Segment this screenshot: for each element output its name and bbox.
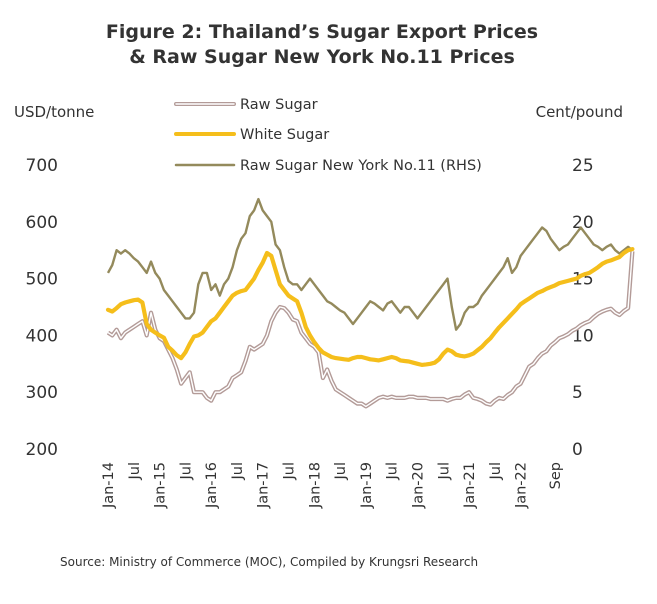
y-right-tick-label: 25 <box>572 156 594 176</box>
x-tick-label: Jan-21 <box>462 462 478 509</box>
legend: Raw Sugar White Sugar Raw Sugar New York… <box>174 97 482 174</box>
x-tick-label: Jan-14 <box>101 462 117 509</box>
y-left-ticks: 200 300 400 500 600 700 <box>26 156 58 460</box>
x-tick-label: Jul <box>333 462 349 481</box>
series-ny11-line <box>106 197 634 331</box>
y-right-tick-label: 10 <box>572 326 594 346</box>
y-left-tick-label: 600 <box>26 213 58 233</box>
x-tick-label: Jul <box>385 462 401 481</box>
series-layer <box>105 197 635 409</box>
series-white-sugar-line <box>105 247 635 367</box>
y-right-tick-label: 0 <box>572 440 583 460</box>
legend-item-raw-sugar: Raw Sugar <box>174 97 318 113</box>
x-tick-label: Jan-19 <box>359 462 375 509</box>
legend-item-ny11: Raw Sugar New York No.11 (RHS) <box>174 158 482 174</box>
legend-item-white-sugar: White Sugar <box>174 127 329 143</box>
x-tick-label: Jan-17 <box>256 462 272 509</box>
x-tick-label: Jul <box>230 462 246 481</box>
x-tick-label: Jan-20 <box>410 462 426 509</box>
y-right-tick-label: 5 <box>572 383 583 403</box>
legend-label-white-sugar: White Sugar <box>240 127 329 143</box>
x-tick-label: Sep <box>548 462 564 489</box>
series-raw-sugar-line <box>106 251 635 409</box>
x-tick-label: Jan-16 <box>204 462 220 509</box>
legend-label-ny11: Raw Sugar New York No.11 (RHS) <box>240 158 482 174</box>
source-note: Source: Ministry of Commerce (MOC), Comp… <box>60 555 478 569</box>
y-left-tick-label: 400 <box>26 326 58 346</box>
y-right-tick-label: 20 <box>572 213 594 233</box>
y-right-axis-label: Cent/pound <box>536 103 623 121</box>
x-tick-label: Jul <box>178 462 194 481</box>
x-tick-label: Jul <box>282 462 298 481</box>
x-ticks: Jan-14 Jul Jan-15 Jul Jan-16 Jul Jan-17 Jul Jan-… <box>101 462 564 509</box>
y-left-tick-label: 200 <box>26 440 58 460</box>
x-tick-label: Jul <box>488 462 504 481</box>
chart-title: Figure 2: Thailand’s Sugar Export Prices <box>106 21 538 43</box>
y-left-tick-label: 300 <box>26 383 58 403</box>
y-left-tick-label: 700 <box>26 156 58 176</box>
chart-title-line2: & Raw Sugar New York No.11 Prices <box>129 46 515 68</box>
x-tick-label: Jul <box>127 462 143 481</box>
x-tick-label: Jan-22 <box>514 462 530 509</box>
x-tick-label: Jan-18 <box>307 462 323 509</box>
x-tick-label: Jan-15 <box>153 462 169 509</box>
x-tick-label: Jul <box>436 462 452 481</box>
y-left-tick-label: 500 <box>26 270 58 290</box>
legend-label-raw-sugar: Raw Sugar <box>240 97 318 113</box>
series-raw-sugar-line-core <box>107 251 634 408</box>
y-left-axis-label: USD/tonne <box>14 103 94 121</box>
